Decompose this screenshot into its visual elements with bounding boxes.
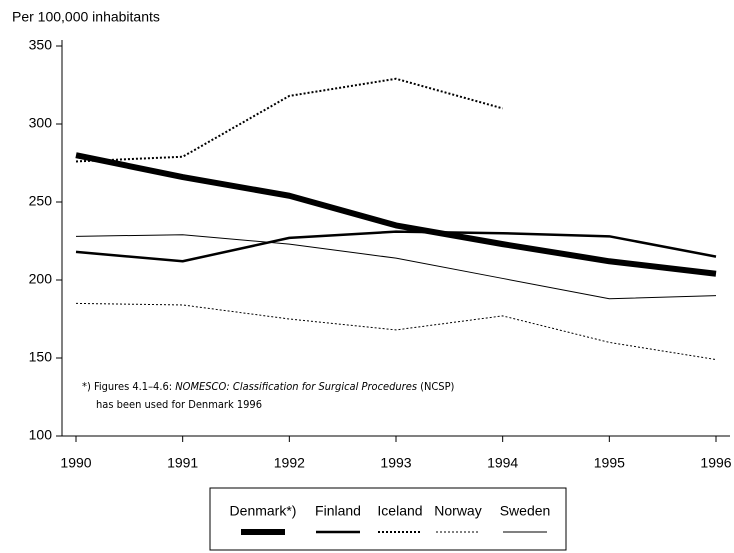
annotation-part: NOMESCO: Classification for Surgical Pro… [175,380,417,393]
legend-label: Norway [434,503,481,519]
y-tick-label: 350 [29,37,53,53]
series-line [75,152,717,277]
x-tick-label: 1996 [700,455,731,471]
annotation-part: (NCSP) [417,380,455,393]
x-tick-label: 1991 [167,455,198,471]
series-line [75,230,717,263]
y-axis-label: Per 100,000 inhabitants [12,9,160,25]
legend-box [209,487,567,551]
x-tick-label: 1992 [274,455,305,471]
y-tick-label: 300 [29,115,53,131]
annotation: *) Figures 4.1–4.6: NOMESCO: Classificat… [82,380,455,393]
series-line [75,302,717,361]
series-line [75,234,717,300]
y-tick-label: 200 [29,271,53,287]
series-line [75,77,503,163]
legend-label: Finland [315,503,361,519]
y-tick-label: 100 [29,427,53,443]
x-tick-label: 1990 [60,455,91,471]
x-tick-label: 1994 [487,455,518,471]
annotation-part: *) Figures 4.1–4.6: [82,380,175,393]
legend-label: Sweden [500,503,551,519]
x-tick-label: 1993 [380,455,411,471]
legend-label: Iceland [377,503,422,519]
annotation: has been used for Denmark 1996 [96,398,262,411]
y-tick-label: 250 [29,193,53,209]
y-tick-label: 150 [29,349,53,365]
x-tick-label: 1995 [594,455,625,471]
legend-label: Denmark*) [230,503,297,519]
